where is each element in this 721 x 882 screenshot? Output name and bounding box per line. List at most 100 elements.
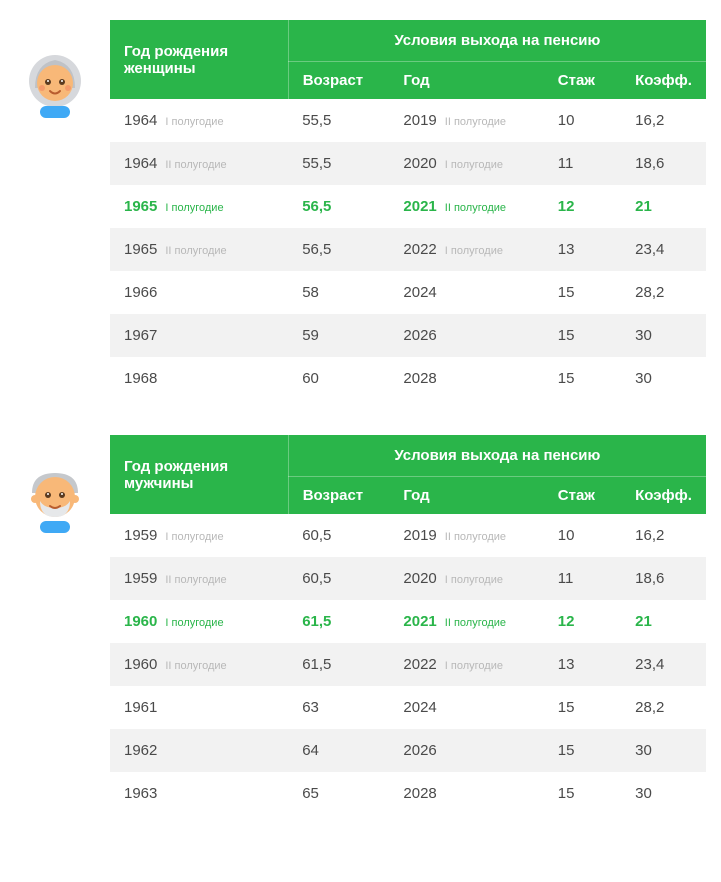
cell-birth-year: 1962 [110,729,288,772]
cell-coefficient: 30 [621,314,706,357]
cell-birth-year: 1964II полугодие [110,142,288,185]
cell-age: 61,5 [288,643,389,686]
cell-experience: 13 [544,228,621,271]
cell-birth-year: 1960I полугодие [110,600,288,643]
cell-coefficient: 21 [621,600,706,643]
table-row: 1964II полугодие55,52020I полугодие1118,… [110,142,706,185]
table-row: 19665820241528,2 [110,271,706,314]
cell-coefficient: 23,4 [621,643,706,686]
header-coefficient: Коэфф. [621,477,706,515]
elderly-woman-icon [15,20,95,118]
cell-experience: 15 [544,271,621,314]
men-table: Год рождения мужчины Условия выхода на п… [110,435,706,815]
cell-age: 61,5 [288,600,389,643]
cell-experience: 15 [544,772,621,815]
cell-retirement-year: 2021II полугодие [389,600,543,643]
cell-retirement-year: 2019II полугодие [389,99,543,142]
cell-birth-year: 1965II полугодие [110,228,288,271]
cell-retirement-year: 2022I полугодие [389,643,543,686]
table-row: 19636520281530 [110,772,706,815]
cell-birth-year: 1968 [110,357,288,400]
cell-retirement-year: 2019II полугодие [389,514,543,557]
header-age: Возраст [288,62,389,100]
table-row: 1965II полугодие56,52022I полугодие1323,… [110,228,706,271]
cell-coefficient: 16,2 [621,99,706,142]
men-section: Год рождения мужчины Условия выхода на п… [15,435,706,815]
cell-experience: 15 [544,686,621,729]
header-birth-year: Год рождения женщины [110,20,288,99]
cell-experience: 10 [544,99,621,142]
cell-experience: 15 [544,357,621,400]
table-row: 19616320241528,2 [110,686,706,729]
cell-age: 60 [288,357,389,400]
cell-age: 59 [288,314,389,357]
cell-retirement-year: 2026 [389,729,543,772]
table-row: 1959II полугодие60,52020I полугодие1118,… [110,557,706,600]
cell-experience: 12 [544,185,621,228]
cell-birth-year: 1961 [110,686,288,729]
cell-age: 56,5 [288,228,389,271]
cell-age: 56,5 [288,185,389,228]
header-year: Год [389,62,543,100]
cell-birth-year: 1966 [110,271,288,314]
cell-retirement-year: 2028 [389,772,543,815]
cell-age: 63 [288,686,389,729]
header-conditions: Условия выхода на пенсию [288,435,706,477]
cell-coefficient: 23,4 [621,228,706,271]
header-birth-year: Год рождения мужчины [110,435,288,514]
table-row: 19686020281530 [110,357,706,400]
cell-age: 58 [288,271,389,314]
elderly-man-icon [15,435,95,533]
header-experience: Стаж [544,62,621,100]
cell-age: 55,5 [288,142,389,185]
table-row: 1965I полугодие56,52021II полугодие1221 [110,185,706,228]
cell-retirement-year: 2026 [389,314,543,357]
cell-retirement-year: 2022I полугодие [389,228,543,271]
cell-age: 65 [288,772,389,815]
cell-coefficient: 16,2 [621,514,706,557]
cell-coefficient: 18,6 [621,557,706,600]
cell-retirement-year: 2024 [389,271,543,314]
cell-retirement-year: 2024 [389,686,543,729]
cell-coefficient: 30 [621,357,706,400]
cell-experience: 11 [544,557,621,600]
cell-birth-year: 1967 [110,314,288,357]
table-row: 19626420261530 [110,729,706,772]
cell-coefficient: 21 [621,185,706,228]
cell-birth-year: 1959II полугодие [110,557,288,600]
cell-experience: 15 [544,729,621,772]
cell-retirement-year: 2028 [389,357,543,400]
cell-retirement-year: 2020I полугодие [389,557,543,600]
cell-coefficient: 28,2 [621,686,706,729]
header-age: Возраст [288,477,389,515]
cell-coefficient: 28,2 [621,271,706,314]
header-experience: Стаж [544,477,621,515]
cell-experience: 10 [544,514,621,557]
cell-retirement-year: 2020I полугодие [389,142,543,185]
cell-birth-year: 1963 [110,772,288,815]
cell-experience: 15 [544,314,621,357]
cell-age: 55,5 [288,99,389,142]
cell-coefficient: 30 [621,772,706,815]
table-row: 1959I полугодие60,52019II полугодие1016,… [110,514,706,557]
table-row: 19675920261530 [110,314,706,357]
cell-age: 60,5 [288,514,389,557]
table-row: 1960II полугодие61,52022I полугодие1323,… [110,643,706,686]
cell-birth-year: 1965I полугодие [110,185,288,228]
cell-birth-year: 1960II полугодие [110,643,288,686]
cell-birth-year: 1964I полугодие [110,99,288,142]
header-coefficient: Коэфф. [621,62,706,100]
cell-birth-year: 1959I полугодие [110,514,288,557]
cell-coefficient: 30 [621,729,706,772]
cell-age: 60,5 [288,557,389,600]
cell-retirement-year: 2021II полугодие [389,185,543,228]
table-row: 1960I полугодие61,52021II полугодие1221 [110,600,706,643]
women-section: Год рождения женщины Условия выхода на п… [15,20,706,400]
header-conditions: Условия выхода на пенсию [288,20,706,62]
cell-coefficient: 18,6 [621,142,706,185]
cell-experience: 13 [544,643,621,686]
cell-experience: 11 [544,142,621,185]
table-row: 1964I полугодие55,52019II полугодие1016,… [110,99,706,142]
cell-age: 64 [288,729,389,772]
header-year: Год [389,477,543,515]
